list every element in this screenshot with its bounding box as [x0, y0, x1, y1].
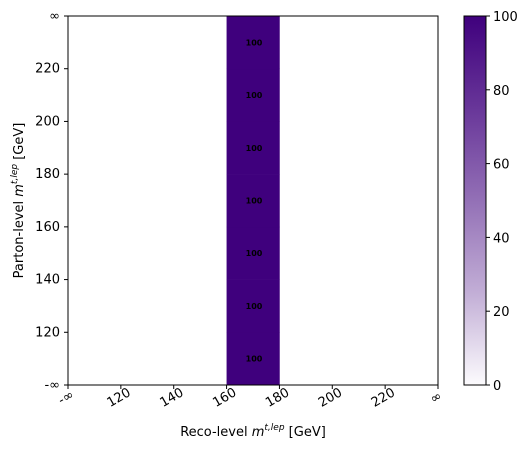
x-tick-label: 200 [316, 385, 345, 410]
colorbar-tick-label: 60 [493, 158, 510, 173]
x-axis-label: Reco-level mt,lep [GeV] [180, 423, 326, 440]
y-axis-label-prefix: Parton-level [12, 197, 27, 279]
x-axis-label-var: m [252, 425, 265, 440]
heatmap-cell-label: 100 [246, 144, 263, 153]
x-axis-label-suffix: [GeV] [285, 425, 326, 440]
y-tick-label: 140 [35, 273, 60, 288]
x-tick-label: -∞ [56, 388, 77, 409]
colorbar-tick-label: 80 [493, 84, 510, 99]
y-tick-label: ∞ [49, 9, 60, 24]
x-axis-label-sup: t,lep [264, 423, 284, 433]
heatmap-cell-label: 100 [246, 38, 263, 47]
colorbar-ticks: 0 20 40 60 80 100 [486, 10, 518, 394]
x-axis-ticks: -∞ 120 140 160 180 200 220 ∞ [56, 385, 445, 411]
y-axis-label: Parton-level mt,lep [GeV] [10, 123, 27, 279]
y-axis-label-var: m [12, 184, 27, 197]
y-axis-label-suffix: [GeV] [12, 123, 27, 164]
heatmap-cell-label: 100 [246, 302, 263, 311]
colorbar-tick-label: 20 [493, 305, 510, 320]
heatmap-cell [226, 68, 280, 122]
heatmap-cell-label: 100 [246, 249, 263, 258]
heatmap-cell [226, 226, 280, 280]
heatmap-cell-label: 100 [246, 355, 263, 364]
x-tick-label: 220 [369, 385, 398, 410]
plot-frame [67, 15, 439, 386]
y-tick-label: -∞ [44, 378, 60, 393]
colorbar [463, 15, 487, 386]
heatmap-cell [226, 174, 280, 228]
heatmap-cells: 100 100 100 100 100 100 100 [226, 16, 280, 386]
x-axis-label-prefix: Reco-level [180, 425, 252, 440]
y-tick-label: 220 [35, 62, 60, 77]
y-axis-label-sup: t,lep [10, 164, 20, 184]
heatmap-cell [226, 279, 280, 333]
x-tick-label: 180 [263, 385, 292, 410]
heatmap-cell [226, 16, 280, 70]
colorbar-tick-label: 100 [493, 10, 518, 25]
heatmap-cell [226, 332, 280, 386]
x-tick-label: 160 [210, 385, 239, 410]
x-tick-label: 120 [105, 385, 134, 410]
x-tick-label: ∞ [428, 389, 445, 407]
colorbar-tick-label: 40 [493, 231, 510, 246]
heatmap-cell [226, 121, 280, 175]
y-tick-label: 120 [35, 325, 60, 340]
heatmap-cell-label: 100 [246, 197, 263, 206]
y-axis-ticks: -∞ 120 140 160 180 200 220 ∞ [35, 9, 68, 393]
x-tick-label: 140 [157, 385, 186, 410]
heatmap-cell-label: 100 [246, 91, 263, 100]
y-tick-label: 180 [35, 167, 60, 182]
colorbar-tick-label: 0 [493, 379, 501, 394]
y-tick-label: 160 [35, 220, 60, 235]
y-tick-label: 200 [35, 114, 60, 129]
